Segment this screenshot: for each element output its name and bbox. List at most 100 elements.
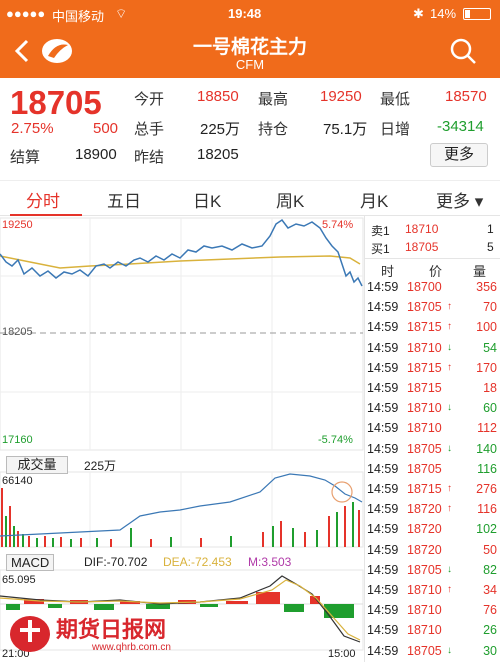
- ask-qty: 1: [487, 222, 494, 236]
- macd-axis-top: 65.095: [2, 574, 36, 586]
- trade-row: 14:59 18715 18: [367, 379, 499, 399]
- trade-price: 18715: [407, 381, 442, 395]
- intraday-chart[interactable]: 19250 5.74% 18205 17160 -5.74% 成交量 225万 …: [0, 216, 364, 662]
- trade-row: 14:59 18720 102: [367, 520, 499, 540]
- trade-time: 14:59: [367, 542, 399, 557]
- trade-row: 14:59 18720 ↑ 116: [367, 500, 499, 520]
- trade-direction-icon: ↑: [447, 301, 452, 313]
- trade-row: 14:59 18710 ↑ 34: [367, 581, 499, 601]
- macd-panel-frame: [0, 569, 364, 651]
- macd-m: M:3.503: [248, 555, 292, 569]
- trade-time: 14:59: [367, 583, 399, 597]
- divider: [365, 258, 500, 259]
- trade-qty: 70: [483, 300, 497, 315]
- volume-value: 225万: [200, 121, 241, 138]
- back-icon[interactable]: [8, 36, 38, 66]
- trade-qty: 30: [483, 643, 497, 658]
- macd-legend: MACD DIF:-70.702 DEA:-72.453 M:3.503: [0, 552, 364, 572]
- dea-line: [0, 579, 361, 641]
- trade-price: 18700: [407, 280, 442, 294]
- trade-row: 14:59 18710 ↓ 60: [367, 399, 499, 419]
- tab-intraday[interactable]: 分时: [26, 192, 60, 211]
- settle-value: 18900: [75, 146, 117, 163]
- open-interest-label: 持仓: [258, 121, 289, 138]
- tab-weekly-k[interactable]: 周K: [276, 192, 305, 211]
- tab-more[interactable]: 更多 ▾: [436, 192, 484, 211]
- high-value: 19250: [320, 88, 362, 105]
- trade-time: 14:59: [367, 360, 399, 375]
- trade-direction-icon: ↓: [447, 341, 452, 353]
- trade-qty: 116: [477, 502, 497, 517]
- trade-price: 18720: [407, 542, 442, 557]
- search-icon[interactable]: [448, 36, 478, 66]
- chart-canvas: [0, 217, 364, 651]
- volume-indicator-button[interactable]: 成交量: [6, 456, 68, 474]
- trade-time: 14:59: [367, 441, 399, 456]
- trade-row: 14:59 18710 26: [367, 621, 499, 641]
- trade-direction-icon: ↑: [447, 361, 452, 373]
- trade-row: 14:59 18705 ↓ 30: [367, 642, 499, 662]
- last-price: 18705: [10, 84, 102, 121]
- bid-qty: 5: [487, 240, 494, 254]
- trade-time: 14:59: [367, 502, 399, 517]
- trade-time: 14:59: [367, 280, 399, 294]
- trade-qty: 102: [476, 522, 497, 537]
- trade-qty: 116: [477, 461, 497, 476]
- trade-row: 14:59 18710 112: [367, 419, 499, 439]
- trade-qty: 54: [483, 340, 497, 355]
- trade-time: 14:59: [367, 381, 399, 395]
- quote-panel: 18705 2.75% 500 今开 18850 最高 19250 最低 185…: [0, 78, 500, 173]
- trade-price: 18705: [407, 441, 442, 456]
- trade-price: 18715: [407, 482, 442, 496]
- settle-label: 结算: [10, 149, 41, 166]
- trade-qty: 82: [483, 562, 497, 577]
- app-logo-icon: [42, 39, 72, 63]
- highlight-circle: [331, 481, 353, 503]
- tab-five-day[interactable]: 五日: [107, 192, 141, 211]
- more-button[interactable]: 更多: [430, 143, 488, 167]
- low-value: 18570: [445, 88, 487, 105]
- watermark-text: 期货日报网: [56, 617, 167, 643]
- price-axis-mid: 18205: [2, 326, 33, 338]
- watermark-url: www.qhrb.com.cn: [92, 642, 171, 653]
- trade-price: 18705: [407, 562, 442, 577]
- trade-row: 14:59 18705 116: [367, 460, 499, 480]
- trade-row: 14:59 18710 ↓ 54: [367, 339, 499, 359]
- trade-direction-icon: ↓: [447, 563, 452, 575]
- macd-indicator-button[interactable]: MACD: [6, 554, 55, 571]
- trade-price: 18720: [407, 522, 442, 537]
- trade-direction-icon: ↑: [447, 503, 452, 515]
- high-label: 最高: [258, 91, 289, 108]
- change-percent: 2.75%: [11, 120, 54, 137]
- trade-time: 14:59: [367, 340, 399, 355]
- trade-price: 18710: [407, 340, 442, 355]
- signal-icon: ●●●●●: [6, 6, 46, 21]
- bluetooth-icon: ✱: [413, 6, 424, 21]
- trade-row: 14:59 18700 356: [367, 278, 499, 298]
- low-label: 最低: [380, 91, 411, 108]
- average-price-line: [0, 255, 361, 269]
- trade-qty: 34: [483, 583, 497, 597]
- trade-qty: 276: [476, 482, 497, 496]
- pct-axis-bottom: -5.74%: [318, 434, 353, 446]
- trade-row: 14:59 18705 ↓ 140: [367, 440, 499, 460]
- bid-price: 18705: [405, 240, 439, 254]
- trade-direction-icon: ↓: [447, 644, 452, 656]
- trade-qty: 50: [483, 542, 497, 557]
- ask-row: 卖1 18710 1: [371, 222, 499, 238]
- tab-monthly-k[interactable]: 月K: [360, 192, 389, 211]
- trade-time: 14:59: [367, 461, 399, 476]
- trade-price: 18710: [407, 583, 442, 597]
- tab-daily-k[interactable]: 日K: [193, 192, 222, 211]
- trade-row: 14:59 18705 ↓ 82: [367, 561, 499, 581]
- open-value: 18850: [197, 88, 239, 105]
- trade-direction-icon: ↑: [447, 321, 452, 333]
- price-line: [0, 218, 363, 287]
- ask-label: 卖1: [371, 224, 390, 238]
- trade-time: 14:59: [367, 320, 399, 335]
- trade-price: 18715: [407, 360, 442, 375]
- trade-price: 18710: [407, 401, 442, 416]
- time-axis-start: 21:00: [2, 648, 30, 660]
- trade-price: 18705: [407, 643, 442, 658]
- trade-direction-icon: ↓: [447, 402, 452, 414]
